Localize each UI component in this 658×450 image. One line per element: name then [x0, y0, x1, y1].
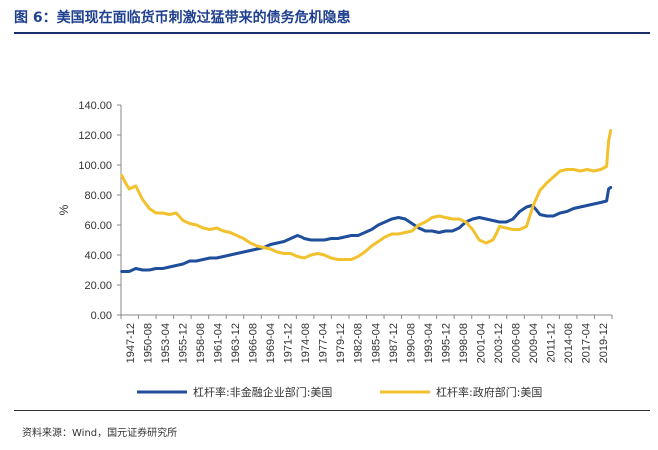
- x-tick-label: 1947-12: [125, 323, 137, 363]
- title-divider: [14, 32, 650, 34]
- x-tick-label: 1966-08: [248, 323, 260, 363]
- x-tick-label: 1979-12: [335, 323, 347, 363]
- y-tick-label: 80.00: [84, 190, 112, 202]
- y-axis-label: %: [57, 204, 71, 215]
- x-tick-label: 2011-12: [546, 323, 558, 363]
- x-tick-label: 1971-12: [283, 323, 295, 363]
- x-tick-label: 1950-08: [142, 323, 154, 363]
- y-tick-label: 40.00: [84, 250, 112, 262]
- y-tick-label: 20.00: [84, 280, 112, 292]
- series-line-2: [120, 129, 613, 261]
- x-tick-label: 1958-08: [195, 323, 207, 363]
- x-tick-label: 1995-12: [440, 323, 452, 363]
- x-tick-label: 1969-04: [265, 323, 277, 363]
- x-tick-label: 1993-04: [423, 323, 435, 363]
- footer-divider: [14, 410, 650, 411]
- y-tick-label: 60.00: [84, 220, 112, 232]
- x-tick-label: 1977-04: [318, 323, 330, 363]
- y-axis-tick-labels: 0.00 20.00 40.00 60.00 80.00 100.00 120.00 140.…: [78, 100, 121, 322]
- x-tick-label: 2017-04: [581, 323, 593, 363]
- x-tick-label: 1961-04: [212, 323, 224, 363]
- y-tick-label: 0.00: [91, 310, 112, 322]
- legend: 杠杆率:非金融企业部门:美国 杠杆率:政府部门:美国: [137, 385, 542, 399]
- x-tick-label: 1974-08: [300, 323, 312, 363]
- figure-title: 图 6：美国现在面临货币刺激过猛带来的债务危机隐患: [14, 10, 351, 26]
- x-tick-label: 1963-12: [230, 323, 242, 363]
- x-tick-label: 1990-08: [405, 323, 417, 363]
- series-line-1: [120, 186, 613, 273]
- x-tick-label: 2014-08: [563, 323, 575, 363]
- x-tick-label: 2019-12: [598, 323, 610, 363]
- y-tick-label: 140.00: [78, 100, 112, 112]
- x-tick-label: 1987-12: [388, 323, 400, 363]
- y-tick-label: 100.00: [78, 160, 112, 172]
- x-tick-label: 1982-08: [353, 323, 365, 363]
- series-layer: [120, 129, 613, 273]
- x-tick-label: 2006-08: [511, 323, 523, 363]
- x-tick-label: 2009-04: [528, 323, 540, 363]
- source-note: 资料来源：Wind，国元证券研究所: [22, 428, 178, 439]
- legend-label-1: 杠杆率:非金融企业部门:美国: [193, 385, 332, 399]
- x-axis-tick-labels: 1947-12 1950-08 1953-04 1955-12 1958-08 1961-…: [120, 315, 613, 363]
- x-tick-label: 2003-12: [493, 323, 505, 363]
- legend-label-2: 杠杆率:政府部门:美国: [436, 385, 542, 399]
- x-tick-label: 1985-04: [370, 323, 382, 363]
- x-tick-label: 2001-04: [475, 323, 487, 363]
- x-tick-label: 1953-04: [160, 323, 172, 363]
- x-tick-label: 1955-12: [177, 323, 189, 363]
- y-tick-label: 120.00: [78, 130, 112, 142]
- x-tick-label: 1998-08: [458, 323, 470, 363]
